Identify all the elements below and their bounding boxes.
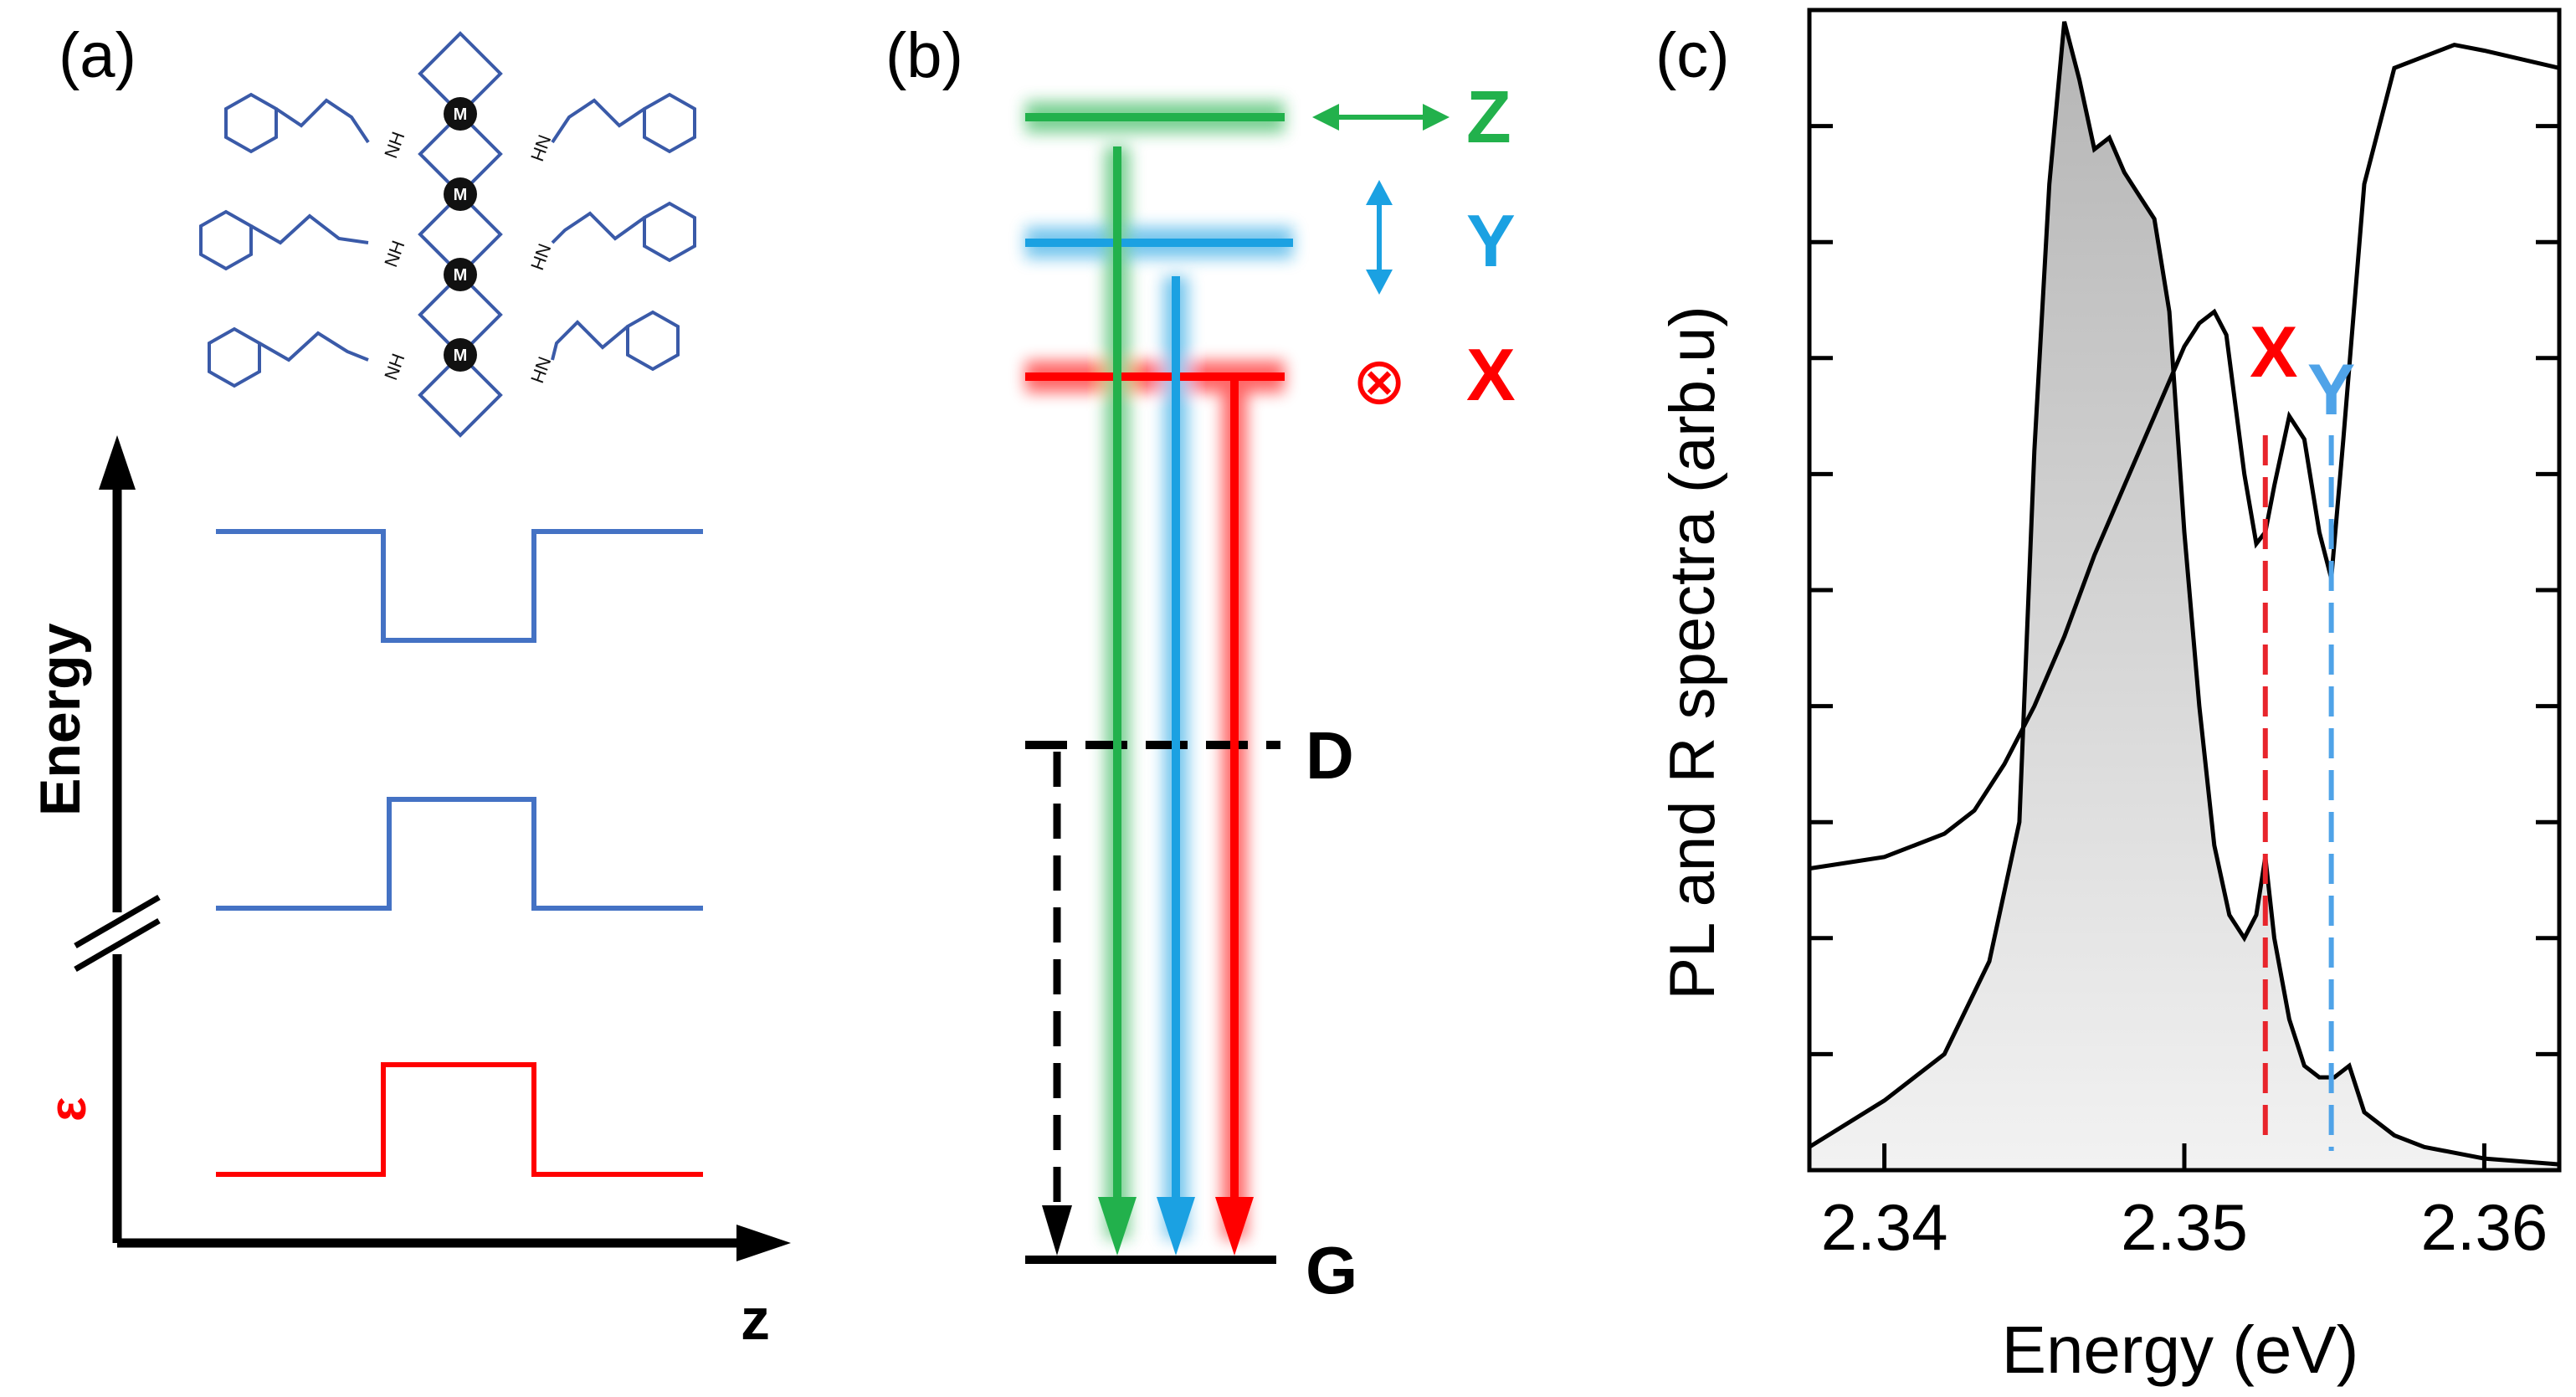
- panel-a-axes: [112, 469, 753, 1248]
- y-ticks: [1809, 124, 2559, 1056]
- panel-b: (b): [885, 20, 1516, 1307]
- transition-y-head: [1157, 1197, 1195, 1256]
- ammonium-right-3: NH: [526, 354, 555, 386]
- label-z: Z: [1466, 75, 1511, 158]
- metal-centers: [444, 97, 477, 372]
- metal-center-4: [444, 338, 477, 372]
- level-glows: [1025, 101, 1293, 1239]
- epsilon-label: ε: [39, 1097, 97, 1122]
- band-profiles: [216, 529, 703, 1177]
- z-axis-label: z: [741, 1287, 770, 1352]
- ammonium-right-2: NH: [526, 241, 555, 273]
- x-ticks: 2.34 2.35 2.36: [1821, 1143, 2548, 1264]
- marker-y-label: Y: [2307, 350, 2355, 430]
- marker-x-label: X: [2250, 312, 2297, 393]
- polarization-y-arrow: [1366, 180, 1393, 295]
- metal-label-1: M: [454, 105, 468, 124]
- dielectric-profile: [216, 1062, 703, 1177]
- ammonium-left-1: NH: [380, 129, 408, 161]
- transition-x-head: [1215, 1197, 1254, 1256]
- y-axis-title: PL and R spectra (arb.u): [1657, 306, 1728, 999]
- axis-break: [74, 894, 161, 973]
- panel-b-label: (b): [885, 20, 963, 91]
- x-axis-arrowhead: [736, 1225, 791, 1261]
- spectra-plot: 2.34 2.35 2.36: [1807, 8, 2562, 1264]
- metal-center-2: [444, 177, 477, 211]
- label-d: D: [1306, 718, 1354, 793]
- x-tick-label-1: 2.35: [2121, 1190, 2248, 1264]
- metal-label-3: M: [454, 266, 468, 285]
- x-tick-label-0: 2.34: [1821, 1190, 1948, 1264]
- transition-z-head: [1098, 1197, 1137, 1256]
- panel-c-label: (c): [1655, 20, 1730, 91]
- octahedron-chain: [418, 31, 503, 438]
- ammonium-right-1: NH: [526, 132, 555, 164]
- x-tick-label-2: 2.36: [2420, 1190, 2548, 1264]
- metal-center-3: [444, 258, 477, 291]
- y-axis-arrowhead: [99, 435, 136, 490]
- ammonium-left-2: NH: [380, 238, 408, 270]
- polarization-z-arrow: [1312, 104, 1450, 131]
- pl-fill: [1809, 21, 2559, 1170]
- energy-levels: [1025, 113, 1293, 1264]
- label-g: G: [1306, 1233, 1357, 1307]
- pl-curve: [1808, 21, 2560, 1167]
- transitions: [1042, 146, 1254, 1256]
- panel-a-label: (a): [59, 20, 136, 91]
- x-axis-title: Energy (eV): [2002, 1312, 2359, 1387]
- energy-axis-label: Energy: [28, 623, 92, 816]
- ammonium-left-3: NH: [380, 351, 408, 383]
- metal-center-1: [444, 97, 477, 131]
- panel-a: (a) M M M M: [28, 20, 791, 1352]
- metal-label-4: M: [454, 347, 468, 365]
- left-organic-chains: [199, 92, 370, 388]
- reflectance-curve: [1809, 43, 2560, 871]
- right-organic-chains: [551, 92, 696, 372]
- conduction-band-profile: [216, 529, 703, 643]
- perovskite-molecule: M M M M: [199, 31, 696, 438]
- transition-dark-head: [1042, 1205, 1072, 1256]
- label-x: X: [1466, 333, 1516, 416]
- panel-c: (c) PL and R spectra (arb.u) Energy (eV)…: [1655, 8, 2562, 1387]
- polarization-x-symbol: ⊗: [1352, 344, 1406, 418]
- metal-label-2: M: [454, 186, 468, 204]
- valence-band-profile: [216, 797, 703, 911]
- label-y: Y: [1466, 199, 1516, 282]
